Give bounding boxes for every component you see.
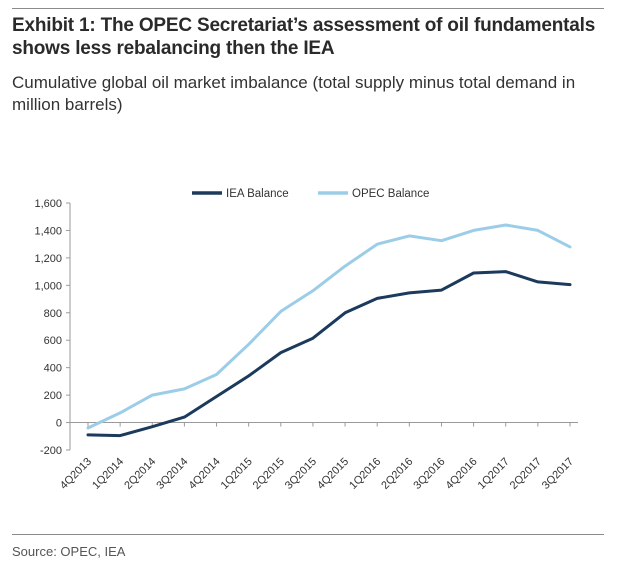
- source-note: Source: OPEC, IEA: [12, 544, 126, 559]
- x-tick-label: 3Q2016: [411, 456, 447, 492]
- x-tick-label: 4Q2016: [444, 456, 480, 492]
- x-tick-label: 2Q2016: [379, 456, 415, 492]
- y-tick-label: 600: [44, 335, 62, 347]
- x-tick-label: 1Q2016: [347, 456, 383, 492]
- y-tick-label: 1,400: [34, 225, 62, 237]
- y-tick-label: 200: [44, 390, 62, 402]
- chart-subtitle: Cumulative global oil market imbalance (…: [12, 73, 576, 114]
- x-tick-label: 4Q2013: [58, 456, 94, 492]
- x-tick-label: 2Q2015: [251, 456, 287, 492]
- y-tick-label: -200: [40, 445, 62, 457]
- y-tick-label: 800: [44, 308, 62, 320]
- x-tick-label: 4Q2015: [315, 456, 351, 492]
- iea-balance-line: [86, 270, 572, 438]
- x-tick-label: 2Q2017: [508, 456, 544, 492]
- y-tick-label: 1,600: [34, 198, 62, 210]
- x-tick-label: 1Q2017: [476, 456, 512, 492]
- legend-item-iea-label: IEA Balance: [226, 188, 289, 200]
- x-tick-label: 3Q2017: [540, 456, 576, 492]
- x-tick-label: 3Q2014: [154, 456, 190, 492]
- x-tick-label: 1Q2015: [219, 456, 255, 492]
- x-tick-label: 3Q2015: [283, 456, 319, 492]
- top-rule: [12, 8, 604, 9]
- y-tick-label: 1,000: [34, 280, 62, 292]
- chart-series: [86, 223, 572, 438]
- x-tick-label: 1Q2014: [90, 456, 126, 492]
- bottom-rule: [12, 534, 604, 535]
- chart-legend: IEA Balance OPEC Balance: [192, 188, 429, 200]
- x-tick-label: 4Q2014: [186, 456, 222, 492]
- legend-item-opec-label: OPEC Balance: [352, 188, 429, 200]
- chart-axes: -200 0 200 400 600 800 1,000 1,200 1,400 1,600 4Q2…: [34, 198, 578, 492]
- y-tick-label: 400: [44, 363, 62, 375]
- y-tick-label: 0: [56, 418, 62, 430]
- chart-title: Exhibit 1: The OPEC Secretariat’s assess…: [12, 15, 596, 59]
- opec-balance-line: [86, 223, 572, 430]
- y-tick-label: 1,200: [34, 253, 62, 265]
- x-tick-label: 2Q2014: [122, 456, 158, 492]
